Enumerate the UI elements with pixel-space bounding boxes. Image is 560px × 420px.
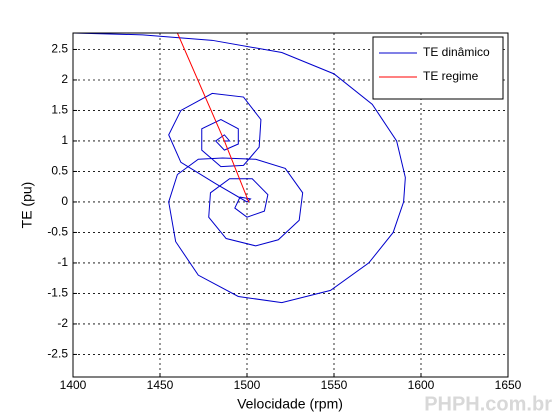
legend-box (372, 36, 504, 100)
y-tick-label: 0.5 (51, 164, 68, 178)
y-tick-label: 1.5 (51, 103, 68, 117)
x-tick-label: 1450 (147, 378, 174, 392)
watermark: PHPH.com.br (424, 393, 552, 415)
y-tick-label: 2 (61, 72, 68, 86)
y-tick-label: -1 (57, 255, 68, 269)
line (73, 33, 406, 304)
line (176, 33, 250, 203)
y-tick-label: 0 (61, 194, 68, 208)
y-tick-label: -2 (57, 316, 68, 330)
y-tick-label: -2.5 (47, 347, 68, 361)
y-axis-label: TE (pu) (19, 182, 35, 229)
y-tick-label: -0.5 (47, 225, 68, 239)
x-tick-label: 1400 (60, 378, 87, 392)
y-tick-label: -1.5 (47, 286, 68, 300)
legend-label: TE regime (423, 69, 479, 83)
x-tick-label: 1550 (321, 378, 348, 392)
y-tick-label: 2.5 (51, 42, 68, 56)
x-axis-label: Velocidade (rpm) (237, 396, 343, 412)
y-tick-label: 1 (61, 133, 68, 147)
legend-label: TE dinâmico (423, 45, 490, 59)
x-tick-label: 1650 (495, 378, 522, 392)
plot-frame (72, 32, 509, 378)
x-tick-label: 1500 (234, 378, 261, 392)
x-tick-label: 1600 (408, 378, 435, 392)
